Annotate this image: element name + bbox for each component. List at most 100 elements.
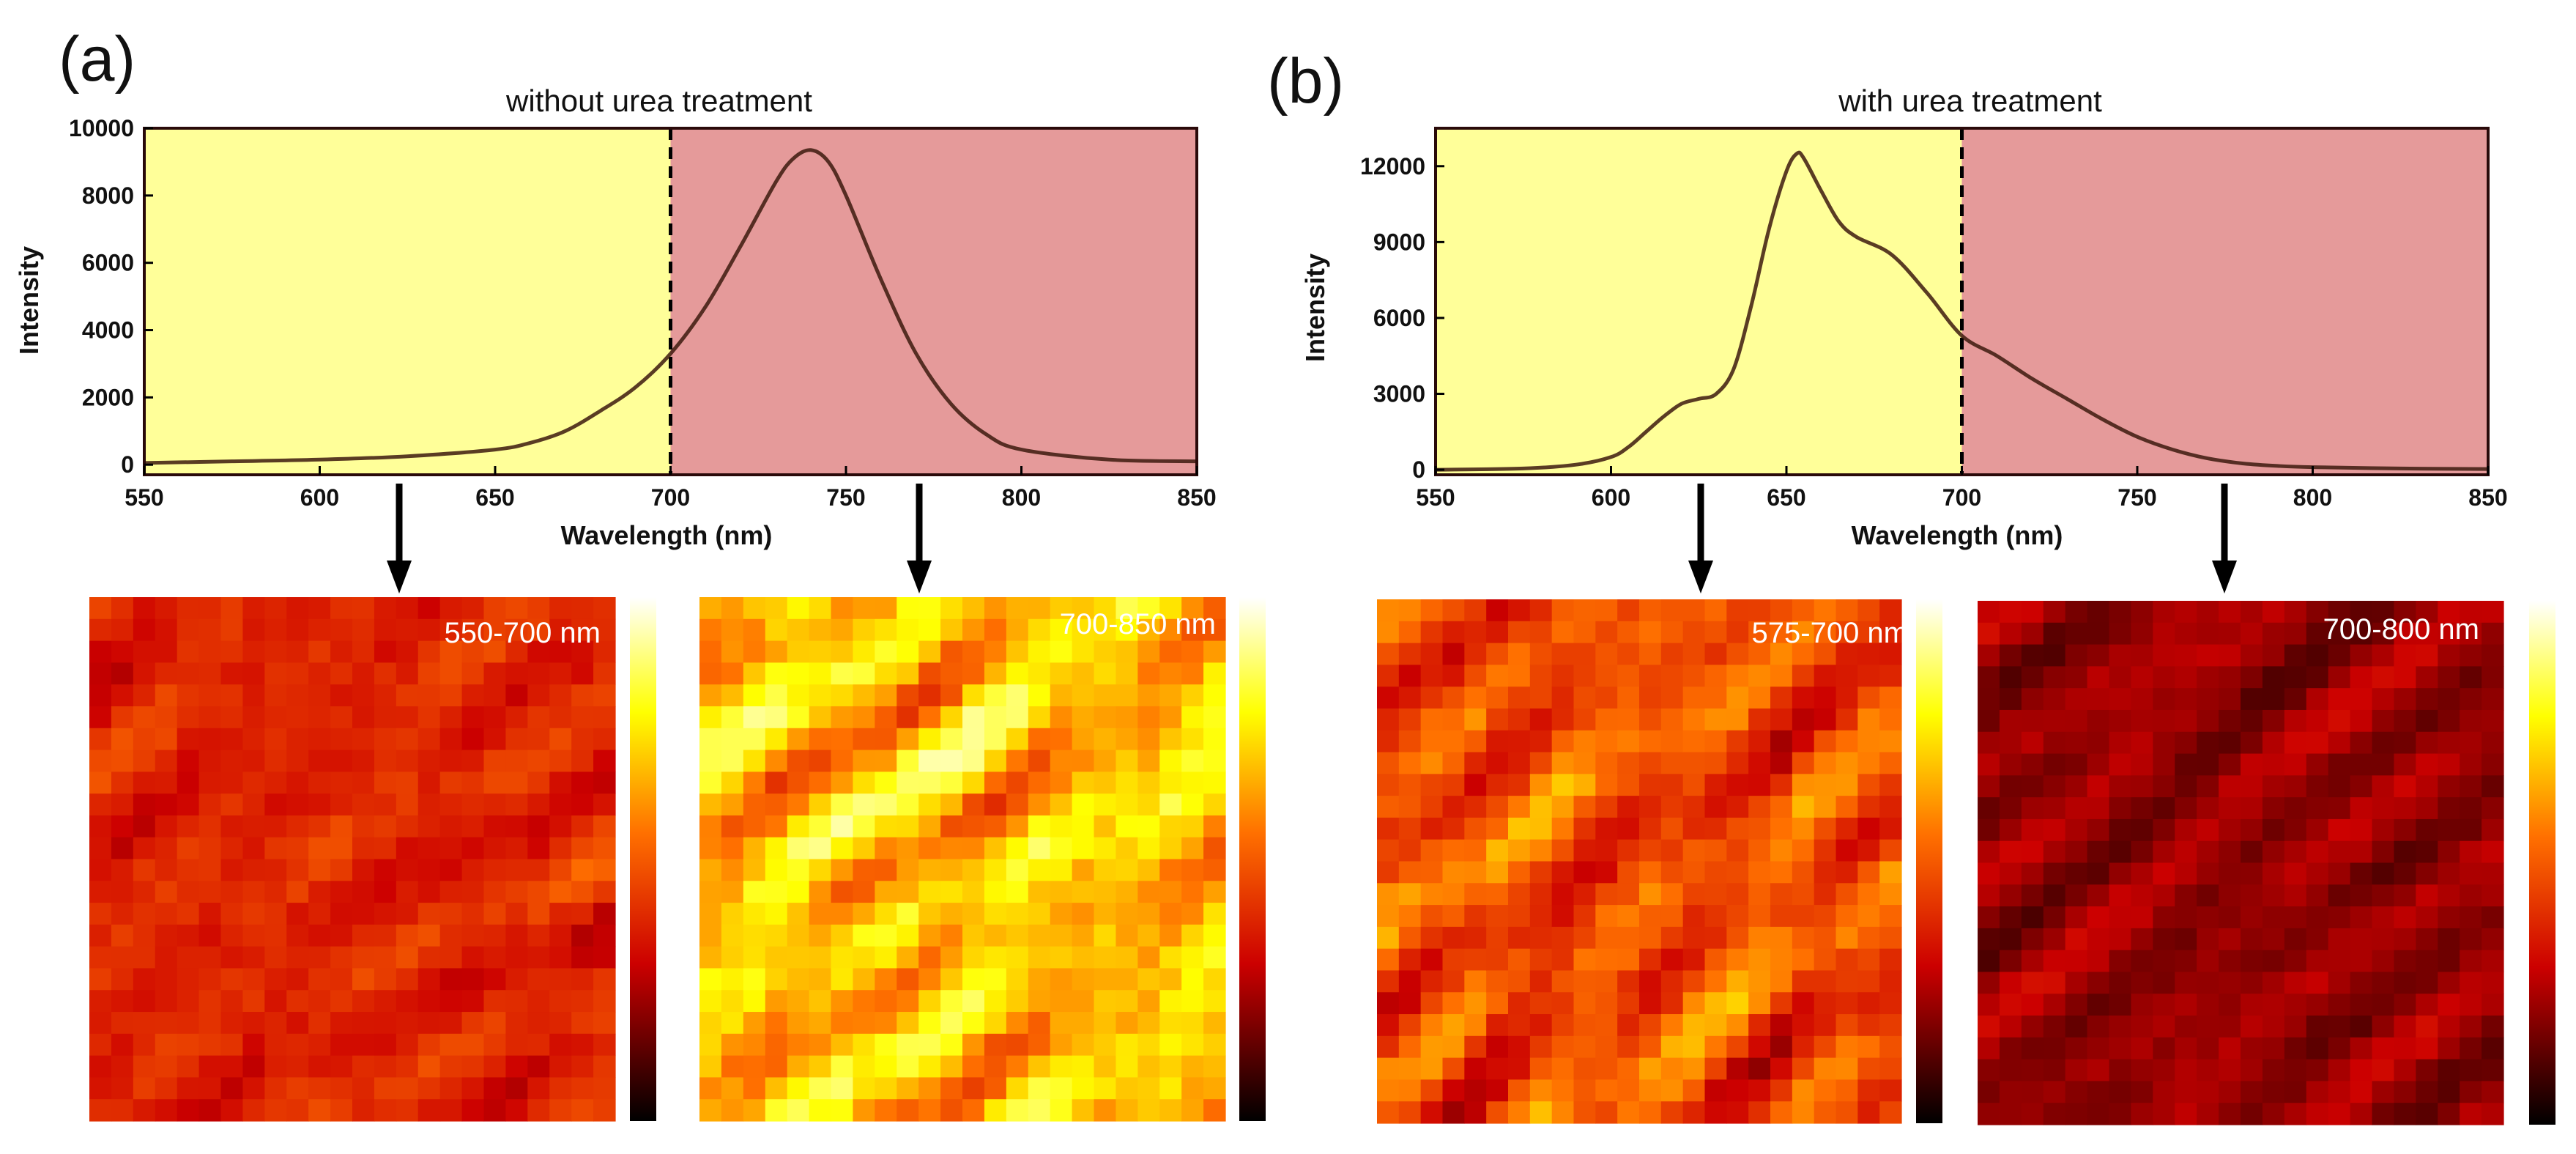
map-pixel bbox=[571, 924, 594, 947]
map-pixel bbox=[1094, 903, 1117, 925]
map-pixel bbox=[2438, 1059, 2460, 1082]
map-pixel bbox=[505, 903, 528, 925]
map-pixel bbox=[330, 1077, 353, 1100]
map-pixel bbox=[1748, 621, 1771, 644]
map-pixel bbox=[897, 618, 919, 642]
map-pixel bbox=[1508, 905, 1531, 928]
map-pixel bbox=[593, 640, 616, 663]
map-pixel bbox=[809, 794, 832, 816]
map-pixel bbox=[1726, 817, 1749, 840]
map-pixel bbox=[1464, 752, 1487, 774]
map-pixel bbox=[2175, 884, 2197, 907]
map-pixel bbox=[2394, 1059, 2416, 1082]
map-pixel bbox=[1464, 665, 1487, 687]
map-pixel bbox=[897, 815, 919, 838]
map-pixel bbox=[699, 815, 722, 838]
map-pixel bbox=[1978, 688, 2000, 711]
map-pixel bbox=[1181, 684, 1204, 707]
map-pixel bbox=[1999, 1059, 2022, 1082]
map-pixel bbox=[1726, 1079, 1749, 1102]
map-pixel bbox=[2262, 666, 2285, 689]
map-pixel bbox=[2416, 797, 2438, 820]
map-pixel bbox=[2087, 731, 2110, 755]
map-pixel bbox=[897, 968, 919, 991]
map-pixel bbox=[1006, 706, 1029, 729]
map-pixel bbox=[1978, 840, 2000, 864]
map-pixel bbox=[2482, 994, 2504, 1016]
map-pixel bbox=[2284, 666, 2307, 689]
map-pixel bbox=[1770, 948, 1793, 972]
map-pixel bbox=[1595, 948, 1618, 972]
map-pixel bbox=[743, 837, 766, 860]
map-pixel bbox=[2175, 1103, 2197, 1125]
map-pixel bbox=[461, 684, 485, 707]
map-pixel bbox=[918, 794, 941, 816]
map-pixel bbox=[1595, 1057, 1618, 1081]
map-pixel bbox=[1660, 948, 1684, 972]
map-pixel bbox=[2372, 688, 2395, 711]
map-pixel bbox=[1181, 1077, 1204, 1100]
map-pixel bbox=[809, 640, 832, 663]
map-pixel bbox=[2087, 775, 2110, 798]
map-pixel bbox=[809, 903, 832, 925]
map-pixel bbox=[2109, 818, 2132, 842]
map-pixel bbox=[984, 924, 1007, 947]
map-pixel bbox=[1748, 817, 1771, 840]
map-pixel bbox=[853, 618, 875, 642]
map-pixel bbox=[743, 794, 766, 816]
map-pixel bbox=[1050, 750, 1073, 772]
map-pixel bbox=[396, 1077, 419, 1100]
map-pixel bbox=[1529, 1101, 1553, 1124]
map-pixel bbox=[2153, 1037, 2175, 1060]
map-pixel bbox=[1999, 1016, 2022, 1038]
map-pixel bbox=[505, 728, 528, 751]
map-pixel bbox=[721, 772, 744, 794]
map-pixel bbox=[2394, 1081, 2416, 1103]
map-pixel bbox=[1879, 970, 1902, 993]
map-pixel bbox=[330, 706, 353, 729]
map-pixel bbox=[2416, 1059, 2438, 1082]
map-pixel bbox=[1704, 1057, 1727, 1081]
map-pixel bbox=[1442, 687, 1465, 709]
map-pixel bbox=[831, 859, 854, 881]
map-pixel bbox=[1028, 837, 1051, 860]
map-pixel bbox=[2021, 644, 2044, 667]
map-pixel bbox=[374, 815, 397, 838]
map-pixel bbox=[1181, 859, 1204, 881]
map-pixel bbox=[1792, 1057, 1815, 1081]
map-pixel bbox=[2043, 1037, 2066, 1060]
map-pixel bbox=[2131, 753, 2153, 776]
map-pixel bbox=[2153, 972, 2175, 994]
map-pixel bbox=[1094, 924, 1117, 947]
map-pixel bbox=[787, 859, 810, 881]
map-pixel bbox=[2065, 688, 2088, 711]
map-pixel bbox=[308, 662, 331, 685]
map-pixel bbox=[1639, 730, 1662, 753]
map-pixel bbox=[1159, 706, 1182, 729]
map-pixel bbox=[962, 772, 985, 794]
map-pixel bbox=[2438, 709, 2460, 733]
map-pixel bbox=[2306, 753, 2329, 776]
map-pixel bbox=[505, 1033, 528, 1057]
map-pixel bbox=[330, 990, 353, 1013]
map-pixel bbox=[396, 618, 419, 642]
map-pixel bbox=[89, 794, 112, 816]
map-pixel bbox=[111, 837, 134, 860]
map-pixel bbox=[2350, 709, 2373, 733]
map-pixel bbox=[1377, 708, 1400, 731]
map-pixel bbox=[352, 640, 375, 663]
map-pixel bbox=[897, 597, 919, 620]
map-pixel bbox=[2197, 709, 2219, 733]
map-pixel bbox=[2065, 644, 2088, 667]
map-pixel bbox=[787, 772, 810, 794]
map-pixel bbox=[220, 903, 244, 925]
map-pixel bbox=[721, 794, 744, 816]
map-pixel bbox=[571, 946, 594, 969]
x-tick-label-a-550: 550 bbox=[125, 484, 163, 511]
map-pixel bbox=[2306, 622, 2329, 646]
x-tick-label-a-650: 650 bbox=[475, 484, 514, 511]
map-pixel bbox=[2372, 622, 2395, 646]
map-pixel bbox=[155, 772, 178, 794]
map-pixel bbox=[1006, 881, 1029, 903]
map-pixel bbox=[1420, 621, 1444, 644]
